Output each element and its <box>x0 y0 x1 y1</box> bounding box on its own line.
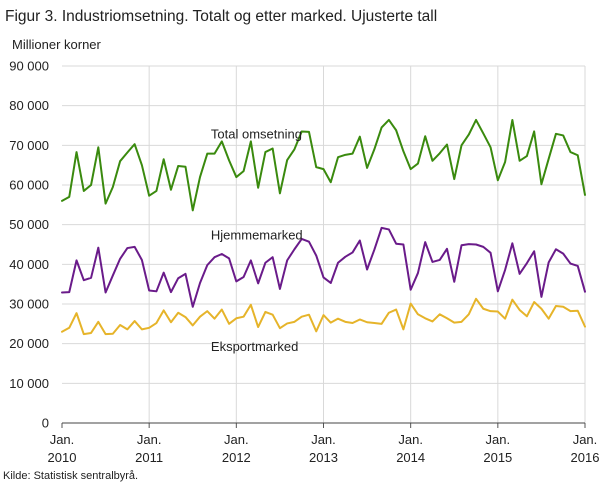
x-tick-label-month: Jan. <box>398 432 423 447</box>
y-tick-label: 60 000 <box>9 178 49 193</box>
series-label-2: Eksportmarked <box>211 339 298 354</box>
x-tick-label-year: 2011 <box>135 450 163 465</box>
x-tick-label-year: 2010 <box>48 450 77 465</box>
series-line-1 <box>61 226 586 308</box>
y-tick-label: 0 <box>42 416 49 431</box>
series-line-0 <box>61 118 586 212</box>
series-labels: Total omsetning Hjemmemarked Eksportmarked <box>211 126 303 354</box>
series-line-2 <box>61 297 586 336</box>
chart-title: Figur 3. Industriomsetning. Totalt og et… <box>5 8 438 25</box>
series-label-0: Total omsetning <box>211 126 302 141</box>
x-tick-label-month: Jan. <box>137 432 162 447</box>
y-tick-label: 70 000 <box>9 138 49 153</box>
y-tick-label: 80 000 <box>9 98 49 113</box>
x-tick-label-year: 2015 <box>483 450 512 465</box>
x-tick-label-month: Jan. <box>311 432 336 447</box>
axes: 0 10 000 20 000 30 000 40 000 50 000 60 000 70 … <box>9 59 599 466</box>
x-tick-label-year: 2012 <box>222 450 251 465</box>
y-tick-label: 50 000 <box>9 217 49 232</box>
x-tick-label-month: Jan. <box>486 432 511 447</box>
x-tick-label-year: 2013 <box>309 450 338 465</box>
gridlines <box>62 65 586 423</box>
y-tick-label: 40 000 <box>9 257 49 272</box>
x-tick-label-month: Jan. <box>573 432 598 447</box>
y-tick-label: 10 000 <box>9 376 49 391</box>
series-lines <box>61 118 586 336</box>
y-axis-label: Millioner korner <box>12 37 101 52</box>
source-note: Kilde: Statistisk sentralbyrå. <box>3 470 139 482</box>
x-tick-label-year: 2016 <box>571 450 600 465</box>
y-tick-label: 20 000 <box>9 336 49 351</box>
y-tick-label: 90 000 <box>9 59 49 74</box>
x-tick-label-month: Jan. <box>50 432 75 447</box>
x-tick-label-year: 2014 <box>396 450 425 465</box>
y-tick-label: 30 000 <box>9 297 49 312</box>
x-tick-label-month: Jan. <box>224 432 249 447</box>
series-label-1: Hjemmemarked <box>211 228 303 243</box>
